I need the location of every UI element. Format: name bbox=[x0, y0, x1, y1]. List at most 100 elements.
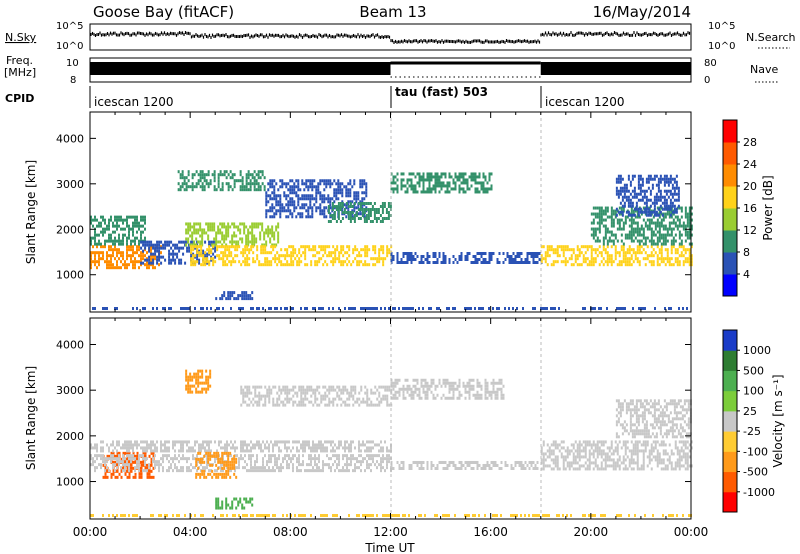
data-cell bbox=[184, 307, 186, 310]
data-cell bbox=[360, 307, 362, 310]
data-cell bbox=[340, 443, 342, 447]
data-cell bbox=[130, 440, 132, 444]
data-cell bbox=[148, 246, 151, 250]
data-cell bbox=[327, 200, 330, 204]
data-cell bbox=[390, 258, 393, 261]
data-cell bbox=[201, 372, 204, 376]
data-cell bbox=[150, 245, 152, 249]
data-cell bbox=[652, 233, 655, 237]
data-cell bbox=[637, 210, 640, 214]
data-cell bbox=[314, 254, 317, 258]
data-cell bbox=[185, 222, 188, 226]
data-cell bbox=[634, 254, 637, 258]
data-cell bbox=[224, 446, 226, 450]
data-cell bbox=[166, 469, 168, 473]
data-cell bbox=[645, 195, 648, 199]
data-cell bbox=[396, 190, 399, 194]
data-cell bbox=[185, 384, 188, 388]
data-cell bbox=[600, 209, 603, 213]
data-cell bbox=[206, 257, 209, 261]
data-cell bbox=[104, 460, 106, 464]
data-cell bbox=[248, 251, 251, 255]
data-cell bbox=[676, 224, 679, 228]
data-cell bbox=[619, 186, 622, 190]
data-cell bbox=[615, 189, 618, 193]
data-cell bbox=[269, 182, 272, 186]
data-cell bbox=[281, 179, 284, 183]
data-cell bbox=[476, 175, 479, 179]
data-cell bbox=[227, 460, 230, 464]
data-cell bbox=[488, 258, 491, 261]
data-cell bbox=[606, 254, 609, 258]
data-cell bbox=[320, 440, 322, 444]
data-cell bbox=[448, 307, 450, 310]
data-cell bbox=[610, 239, 613, 243]
data-cell bbox=[318, 469, 320, 473]
data-cell bbox=[284, 263, 287, 267]
data-cell bbox=[132, 224, 134, 228]
data-cell bbox=[273, 231, 276, 235]
data-cell bbox=[268, 394, 271, 398]
data-cell bbox=[670, 248, 673, 252]
data-cell bbox=[635, 204, 638, 208]
data-cell bbox=[110, 460, 112, 464]
data-cell bbox=[168, 454, 170, 458]
data-cell bbox=[474, 178, 477, 182]
data-cell bbox=[152, 246, 155, 250]
data-cell bbox=[590, 260, 593, 264]
data-cell bbox=[398, 261, 401, 264]
data-cell bbox=[686, 260, 689, 264]
data-cell bbox=[162, 307, 164, 310]
data-cell bbox=[239, 237, 242, 241]
data-cell bbox=[140, 236, 142, 240]
data-cell bbox=[228, 245, 231, 249]
data-cell bbox=[300, 385, 303, 389]
data-cell bbox=[160, 449, 162, 453]
data-cell bbox=[678, 254, 681, 258]
colorbar-block bbox=[723, 252, 737, 275]
data-cell bbox=[292, 457, 294, 461]
data-cell bbox=[243, 297, 246, 301]
data-cell bbox=[193, 243, 196, 247]
data-cell bbox=[326, 254, 329, 258]
data-cell bbox=[678, 221, 681, 225]
data-cell bbox=[410, 258, 413, 261]
data-cell bbox=[348, 446, 350, 450]
data-cell bbox=[420, 175, 423, 179]
data-cell bbox=[369, 202, 372, 205]
data-cell bbox=[665, 204, 668, 208]
data-cell bbox=[264, 400, 267, 404]
data-cell bbox=[366, 460, 368, 464]
data-cell bbox=[349, 220, 352, 223]
data-cell bbox=[277, 209, 280, 213]
data-cell bbox=[148, 261, 151, 265]
data-cell bbox=[227, 472, 230, 476]
data-cell bbox=[578, 251, 581, 255]
data-cell bbox=[484, 258, 487, 261]
data-cell bbox=[196, 255, 199, 259]
nsearch-label: N.Search bbox=[746, 31, 796, 44]
data-cell bbox=[268, 460, 270, 464]
data-cell bbox=[278, 260, 281, 264]
data-cell bbox=[274, 260, 277, 264]
data-cell bbox=[246, 245, 249, 249]
data-cell bbox=[366, 454, 368, 458]
data-cell bbox=[256, 257, 259, 261]
data-cell bbox=[212, 240, 215, 244]
data-cell bbox=[310, 454, 312, 458]
data-cell bbox=[291, 179, 294, 183]
data-cell bbox=[388, 454, 390, 458]
data-cell bbox=[630, 215, 633, 219]
data-cell bbox=[280, 307, 282, 310]
data-cell bbox=[122, 466, 125, 470]
data-cell bbox=[304, 440, 306, 444]
data-cell bbox=[650, 227, 653, 231]
data-cell bbox=[386, 454, 388, 458]
data-cell bbox=[96, 443, 98, 447]
data-cell bbox=[442, 184, 445, 188]
data-cell bbox=[624, 215, 627, 219]
data-cell bbox=[199, 375, 202, 379]
data-cell bbox=[210, 440, 212, 444]
data-cell bbox=[604, 212, 607, 216]
data-cell bbox=[664, 248, 667, 252]
